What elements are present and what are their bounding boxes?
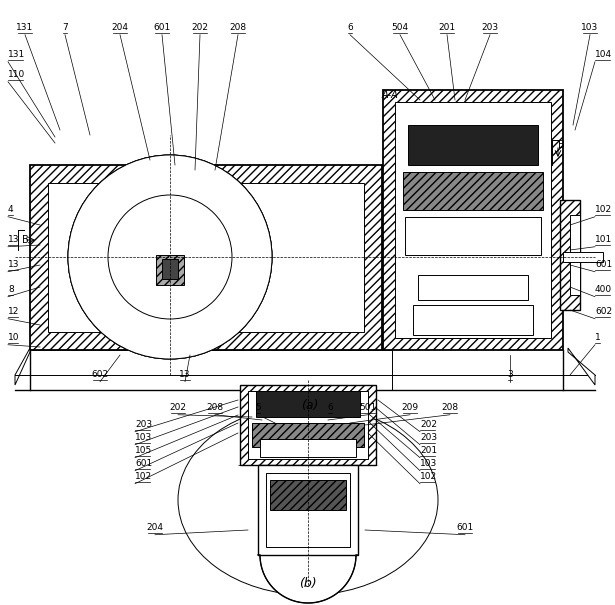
Bar bbox=[383, 90, 563, 350]
Text: B: B bbox=[22, 235, 29, 245]
Bar bbox=[248, 391, 368, 459]
Text: 601: 601 bbox=[456, 523, 474, 532]
Text: 208: 208 bbox=[207, 403, 224, 412]
Text: 208: 208 bbox=[229, 23, 247, 32]
Text: 202: 202 bbox=[170, 403, 186, 412]
Text: 131: 131 bbox=[8, 50, 25, 59]
Bar bbox=[30, 350, 392, 390]
Circle shape bbox=[68, 155, 272, 359]
Text: 131: 131 bbox=[17, 23, 34, 32]
Polygon shape bbox=[15, 348, 30, 385]
Text: B: B bbox=[558, 140, 565, 150]
Text: 201: 201 bbox=[438, 23, 456, 32]
Text: 3: 3 bbox=[507, 370, 513, 379]
Text: 13: 13 bbox=[8, 260, 20, 269]
Bar bbox=[258, 465, 358, 555]
Text: 602: 602 bbox=[92, 370, 109, 379]
Text: (a): (a) bbox=[301, 399, 319, 411]
Text: 601: 601 bbox=[595, 260, 613, 269]
Text: 102: 102 bbox=[420, 472, 437, 481]
Text: 204: 204 bbox=[111, 23, 129, 32]
Bar bbox=[413, 305, 533, 335]
Text: 504: 504 bbox=[391, 23, 408, 32]
Text: 104: 104 bbox=[595, 50, 612, 59]
Bar bbox=[570, 215, 580, 295]
Text: 601: 601 bbox=[135, 459, 153, 468]
Text: 13: 13 bbox=[179, 370, 191, 379]
Text: 501: 501 bbox=[359, 403, 376, 412]
Text: 102: 102 bbox=[595, 205, 612, 214]
Text: 103: 103 bbox=[135, 433, 153, 442]
Bar bbox=[260, 439, 356, 457]
Text: 101: 101 bbox=[595, 235, 613, 244]
Text: 203: 203 bbox=[420, 433, 437, 442]
Text: 5: 5 bbox=[255, 403, 261, 412]
Bar bbox=[270, 480, 346, 510]
Bar bbox=[266, 473, 350, 547]
Text: 7: 7 bbox=[62, 23, 68, 32]
Text: 208: 208 bbox=[442, 403, 459, 412]
Bar bbox=[408, 125, 538, 165]
Bar bbox=[256, 391, 360, 417]
Text: 400: 400 bbox=[595, 285, 612, 294]
Text: 10: 10 bbox=[8, 333, 20, 342]
Bar bbox=[162, 259, 178, 279]
Polygon shape bbox=[258, 555, 358, 603]
Text: 202: 202 bbox=[191, 23, 208, 32]
Bar bbox=[403, 172, 543, 210]
Text: 8: 8 bbox=[8, 285, 14, 294]
Text: 102: 102 bbox=[135, 472, 152, 481]
Bar bbox=[563, 252, 603, 262]
Circle shape bbox=[108, 195, 232, 319]
Text: 201: 201 bbox=[420, 446, 437, 455]
Bar bbox=[405, 217, 541, 255]
Text: 6: 6 bbox=[347, 23, 353, 32]
Bar bbox=[563, 249, 580, 265]
Text: 209: 209 bbox=[402, 403, 419, 412]
Text: 1: 1 bbox=[595, 333, 601, 342]
Bar bbox=[240, 385, 376, 465]
Text: 203: 203 bbox=[482, 23, 499, 32]
Text: 103: 103 bbox=[581, 23, 598, 32]
Text: 4: 4 bbox=[8, 205, 14, 214]
Text: 13: 13 bbox=[8, 235, 20, 244]
Text: 601: 601 bbox=[153, 23, 170, 32]
Circle shape bbox=[68, 155, 272, 359]
Polygon shape bbox=[568, 348, 595, 385]
Bar bbox=[395, 102, 551, 338]
Text: 12: 12 bbox=[8, 307, 20, 316]
Bar bbox=[48, 183, 364, 332]
Bar bbox=[156, 255, 184, 285]
Text: (b): (b) bbox=[299, 577, 317, 589]
Text: 602: 602 bbox=[595, 307, 612, 316]
Text: 103: 103 bbox=[420, 459, 437, 468]
Bar bbox=[30, 165, 382, 350]
Bar bbox=[560, 200, 580, 310]
Text: A-A: A-A bbox=[382, 90, 399, 100]
Text: 202: 202 bbox=[420, 420, 437, 429]
Text: 105: 105 bbox=[135, 446, 153, 455]
Text: 203: 203 bbox=[135, 420, 152, 429]
Text: 6: 6 bbox=[327, 403, 333, 412]
Text: 204: 204 bbox=[146, 523, 164, 532]
Bar bbox=[252, 423, 364, 447]
Bar bbox=[418, 275, 528, 300]
Text: 110: 110 bbox=[8, 70, 25, 79]
